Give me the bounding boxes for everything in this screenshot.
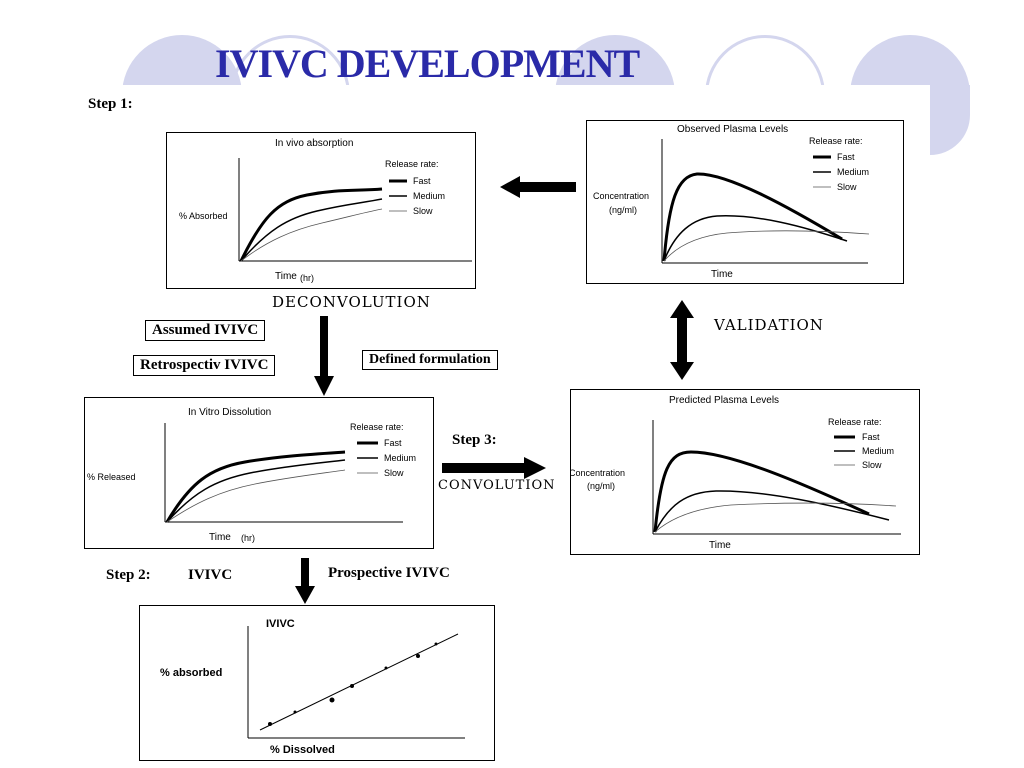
invivo-legend-fast: Fast [413, 176, 431, 186]
ivivc-point [416, 654, 420, 658]
observed-curve-fast [662, 172, 843, 262]
ivivc-point [350, 684, 354, 688]
ivivc-points [268, 642, 438, 726]
invitro-legend-medium: Medium [384, 453, 416, 463]
ivivc-trend-line [259, 633, 459, 731]
observed-legend-slow: Slow [837, 182, 857, 192]
validation-label: VALIDATION [714, 316, 824, 334]
decorative-bubble-tail [930, 85, 970, 155]
ivivc-point [434, 642, 438, 646]
invivo-curve-fast [239, 187, 383, 262]
invivo-title: In vivo absorption [275, 138, 353, 149]
observed-ylabel-2: (ng/ml) [609, 205, 637, 215]
assumed-ivivc-box: Assumed IVIVC [145, 320, 266, 341]
predicted-xlabel: Time [709, 540, 731, 551]
left-arrow-icon [500, 176, 576, 198]
ivivc-correlation-chart: IVIVC % absorbed % Dissolved [139, 605, 495, 761]
invivo-curve-medium [240, 198, 383, 262]
predicted-title: Predicted Plasma Levels [669, 395, 779, 406]
predicted-ylabel-1: Concentration [571, 468, 625, 478]
observed-title: Observed Plasma Levels [677, 124, 788, 135]
down-arrow-icon [295, 558, 315, 604]
invitro-legend-fast: Fast [384, 438, 402, 448]
observed-legend-fast: Fast [837, 152, 855, 162]
invitro-dissolution-chart: In Vitro Dissolution % Released Time (hr… [84, 397, 434, 549]
observed-legend-title: Release rate: [809, 136, 863, 146]
convolution-label: CONVOLUTION [438, 478, 556, 493]
predicted-curve-medium [654, 490, 890, 533]
invivo-xlabel: Time [275, 271, 297, 282]
invivo-legend-slow: Slow [413, 206, 433, 216]
observed-plasma-chart: Observed Plasma Levels Concentration (ng… [586, 120, 904, 284]
observed-curve-medium [663, 215, 848, 262]
invitro-curve-slow [166, 469, 346, 523]
predicted-legend-medium: Medium [862, 446, 894, 456]
retrospective-ivivc-box: Retrospectiv IVIVC [133, 355, 276, 376]
invivo-legend-medium: Medium [413, 191, 445, 201]
predicted-curve-fast [653, 450, 870, 533]
invitro-title: In Vitro Dissolution [188, 407, 271, 418]
ivivc-point [293, 710, 297, 714]
step3-label: Step 3: [452, 432, 497, 448]
step1-label: Step 1: [88, 96, 133, 112]
down-arrow-icon [314, 316, 334, 396]
invitro-legend-title: Release rate: [350, 422, 404, 432]
ivivc-xlabel: % Dissolved [270, 744, 335, 756]
observed-curve-slow [663, 230, 870, 262]
invitro-legend-slow: Slow [384, 468, 404, 478]
step2-label: Step 2: [106, 567, 151, 583]
predicted-legend-fast: Fast [862, 432, 880, 442]
ivivc-ylabel: % absorbed [160, 667, 222, 679]
invitro-curve-fast [165, 450, 346, 523]
ivivc-title: IVIVC [266, 618, 295, 630]
predicted-curve-slow [654, 502, 897, 533]
step2-ivivc-label: IVIVC [188, 567, 233, 583]
deconvolution-label: DECONVOLUTION [272, 293, 431, 311]
invivo-ylabel: % Absorbed [179, 211, 228, 221]
observed-legend-medium: Medium [837, 167, 869, 177]
invivo-xunit: (hr) [300, 273, 314, 283]
observed-ylabel-1: Concentration [593, 191, 649, 201]
ivivc-point [268, 722, 272, 726]
predicted-legend-title: Release rate: [828, 417, 882, 427]
double-arrow-icon [670, 300, 694, 380]
predicted-ylabel-2: (ng/ml) [587, 481, 615, 491]
slide-title: IVIVC DEVELOPMENT [215, 41, 640, 86]
invivo-absorption-chart: In vivo absorption % Absorbed Time (hr) … [166, 132, 476, 289]
defined-formulation-box: Defined formulation [362, 350, 498, 370]
invivo-legend-title: Release rate: [385, 159, 439, 169]
ivivc-point [384, 666, 388, 670]
ivivc-point [329, 697, 335, 703]
invitro-xunit: (hr) [241, 533, 255, 543]
invitro-ylabel: % Released [87, 472, 136, 482]
observed-xlabel: Time [711, 269, 733, 280]
invitro-curve-medium [166, 459, 346, 523]
invivo-curve-slow [240, 208, 383, 262]
predicted-plasma-chart: Predicted Plasma Levels Concentration (n… [570, 389, 920, 555]
predicted-legend-slow: Slow [862, 460, 882, 470]
prospective-ivivc-label: Prospective IVIVC [328, 565, 450, 581]
invitro-xlabel: Time [209, 532, 231, 543]
right-arrow-icon [442, 457, 546, 479]
